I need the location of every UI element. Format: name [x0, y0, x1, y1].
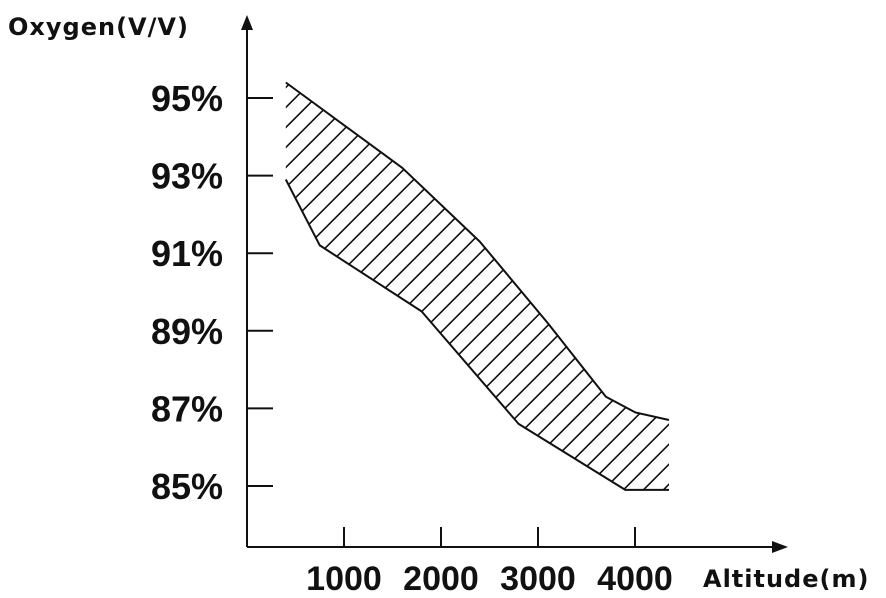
hatch-line	[285, 82, 497, 490]
axes	[241, 15, 788, 553]
hatch-line	[285, 82, 557, 490]
hatch-line	[285, 82, 669, 490]
hatch-line	[637, 82, 669, 490]
hatch-line	[285, 82, 317, 490]
y-tick-label: 93%	[151, 156, 223, 197]
hatch-line	[285, 82, 437, 490]
hatch-line	[577, 82, 669, 490]
oxygen-range-band	[0, 77, 886, 494]
hatch-line	[285, 82, 417, 490]
y-tick-label: 91%	[151, 233, 223, 274]
hatch-line	[285, 82, 617, 490]
y-tick-label: 95%	[151, 78, 223, 119]
hatch-line	[337, 82, 669, 490]
hatch-line	[285, 82, 517, 490]
hatch-line	[597, 82, 669, 490]
hatch-line	[517, 82, 669, 490]
lower-boundary-line	[284, 179, 669, 491]
hatch-line	[437, 82, 669, 490]
y-axis-label: Oxygen(V/V)	[8, 13, 189, 41]
hatch-line	[357, 82, 669, 490]
y-tick-label: 87%	[151, 388, 223, 429]
x-tick-label: 2000	[403, 560, 479, 598]
hatch-line	[678, 77, 886, 494]
x-axis-label: Altitude(m)	[703, 565, 869, 593]
y-tick-label: 89%	[151, 311, 223, 352]
hatch-line	[285, 82, 657, 490]
y-axis-arrow-icon	[241, 15, 253, 30]
x-tick-label: 3000	[500, 560, 576, 598]
hatch-line	[297, 82, 669, 490]
hatch-line	[285, 82, 297, 490]
hatch-line	[285, 82, 637, 490]
hatch-line	[397, 82, 669, 490]
x-ticks: 1000 2000 3000 4000	[306, 527, 673, 598]
hatch-line	[497, 82, 669, 490]
hatch-line	[285, 82, 337, 490]
x-tick-label: 4000	[597, 560, 673, 598]
hatch-line	[417, 82, 669, 490]
band-hatching	[0, 77, 886, 494]
hatch-line	[557, 82, 669, 490]
hatch-line	[457, 82, 669, 490]
hatch-line	[537, 82, 669, 490]
hatch-line	[285, 82, 477, 490]
y-ticks: 95% 93% 91% 89% 87% 85%	[151, 78, 273, 507]
hatch-line	[698, 77, 886, 494]
hatch-line	[285, 82, 537, 490]
hatch-line	[285, 82, 377, 490]
hatch-line	[617, 82, 669, 490]
hatch-line	[285, 82, 357, 490]
hatch-line	[0, 77, 256, 494]
hatch-line	[285, 82, 577, 490]
hatch-line	[377, 82, 669, 490]
hatch-line	[477, 82, 669, 490]
hatch-line	[657, 82, 669, 490]
hatch-line	[0, 77, 276, 494]
x-tick-label: 1000	[306, 560, 382, 598]
y-tick-label: 85%	[151, 466, 223, 507]
upper-boundary-line	[285, 81, 670, 421]
hatch-line	[285, 82, 669, 490]
x-axis-arrow-icon	[772, 541, 788, 553]
hatch-line	[285, 82, 397, 490]
